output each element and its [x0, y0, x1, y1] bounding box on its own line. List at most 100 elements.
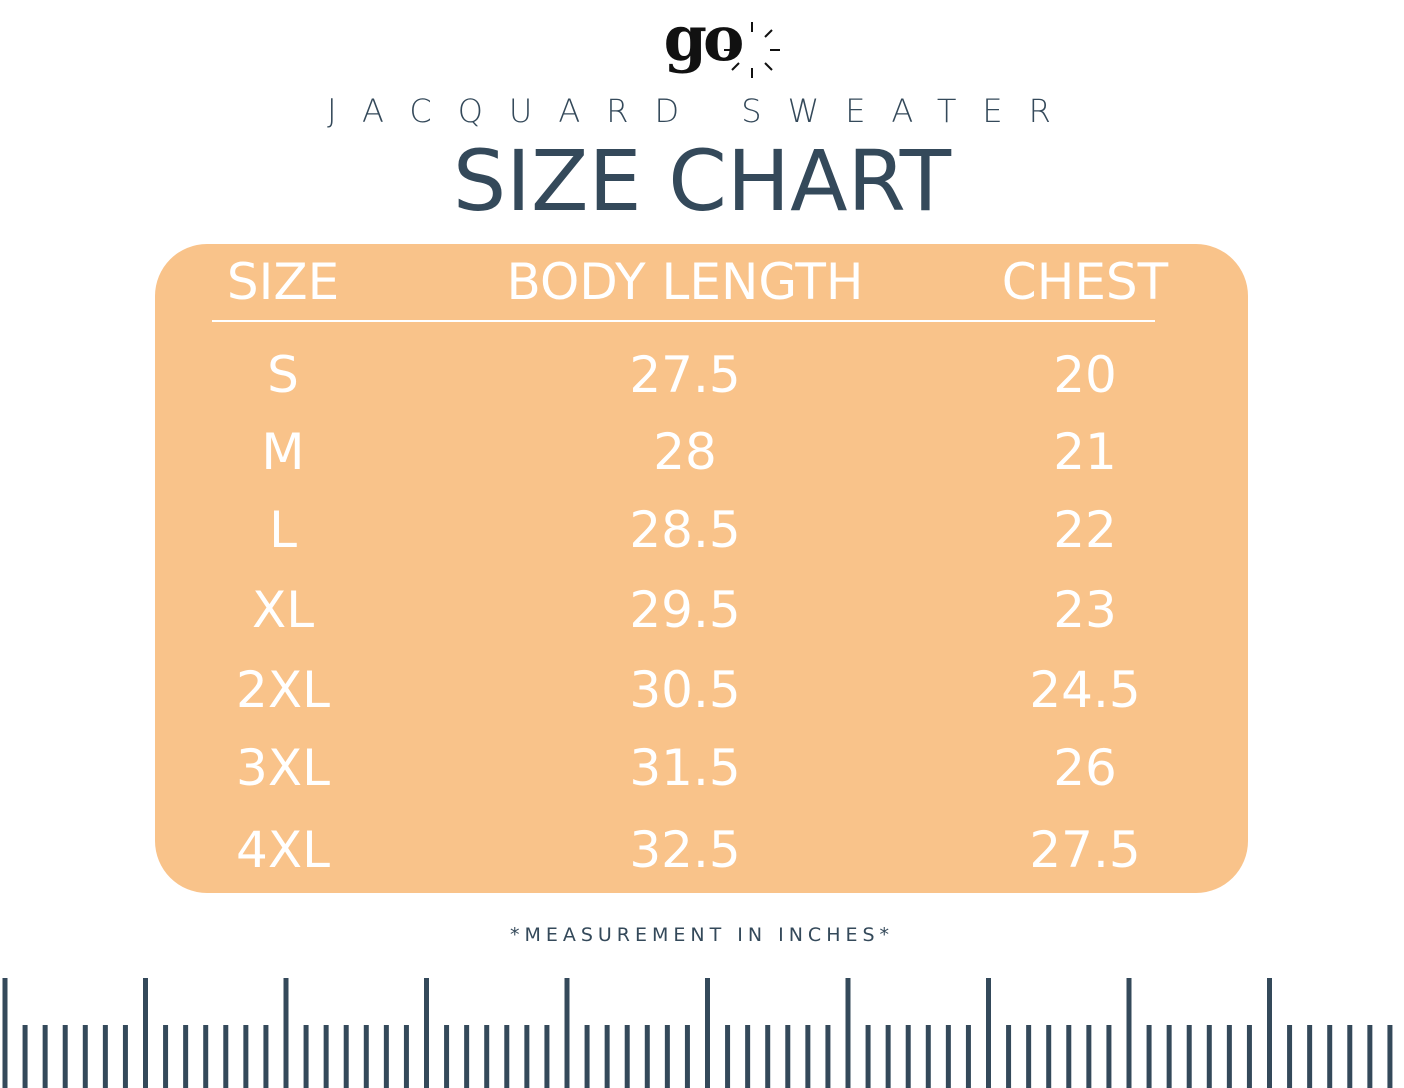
ruler-tick — [1287, 1025, 1293, 1088]
ruler-tick — [444, 1025, 450, 1088]
table-cell: 27.5 — [629, 346, 741, 404]
ruler-tick — [584, 1025, 590, 1088]
table-cell: XL — [251, 581, 315, 639]
table-cell: S — [267, 346, 299, 404]
table-cell: 32.5 — [629, 821, 741, 879]
brand-text: go — [663, 2, 745, 75]
ruler-tick — [163, 1025, 169, 1088]
ruler-tick — [925, 1025, 931, 1088]
ruler-tick — [303, 1025, 309, 1088]
ruler-tick — [383, 1025, 389, 1088]
ruler-tick — [1126, 978, 1132, 1088]
ruler-tick — [604, 1025, 610, 1088]
ruler-tick — [1066, 1025, 1072, 1088]
header-cell: SIZE — [226, 253, 340, 311]
table-cell: 4XL — [236, 821, 330, 879]
ruler-decoration — [2, 978, 1393, 1088]
table-cell: 21 — [1053, 423, 1117, 481]
table-cell: M — [261, 423, 305, 481]
ruler-tick — [1307, 1025, 1313, 1088]
ruler-tick — [544, 1025, 550, 1088]
table-cell: 28.5 — [629, 501, 741, 559]
header-rule — [212, 320, 1155, 322]
ruler-tick — [805, 1025, 811, 1088]
ruler-tick — [1006, 1025, 1012, 1088]
ruler-tick — [1267, 978, 1272, 1088]
ruler-tick — [263, 1025, 269, 1088]
ruler-tick — [82, 1025, 88, 1088]
footnote: *MEASUREMENT IN INCHES* — [509, 924, 895, 946]
ruler-tick — [22, 1025, 28, 1088]
ruler-tick — [965, 1025, 971, 1088]
header-cell: CHEST — [1001, 253, 1169, 311]
ruler-tick — [1186, 1025, 1192, 1088]
ruler-tick — [745, 1025, 751, 1088]
ruler-tick — [2, 978, 8, 1088]
ruler-tick — [203, 1025, 209, 1088]
ruler-tick — [524, 1025, 530, 1088]
logo-sun — [724, 22, 780, 78]
table-cell: 28 — [653, 423, 717, 481]
ruler-tick — [1226, 1025, 1232, 1088]
ruler-tick — [504, 1025, 510, 1088]
table-cell: 3XL — [236, 739, 330, 797]
ruler-tick — [1387, 1025, 1393, 1088]
ruler-tick — [223, 1025, 229, 1088]
ruler-tick — [564, 978, 570, 1088]
ruler-tick — [243, 1025, 249, 1088]
title: SIZE CHART — [452, 132, 952, 230]
ruler-tick — [644, 1025, 650, 1088]
table-cell: 23 — [1053, 581, 1117, 639]
ruler-tick — [343, 1025, 349, 1088]
table-cell: 29.5 — [629, 581, 741, 639]
ruler-tick — [323, 1025, 329, 1088]
table-cell: 2XL — [236, 661, 330, 719]
ruler-tick — [1026, 1025, 1032, 1088]
ruler-tick — [183, 1025, 189, 1088]
ruler-tick — [1086, 1025, 1092, 1088]
ruler-tick — [705, 978, 710, 1088]
ruler-tick — [102, 1025, 108, 1088]
table-cell: 31.5 — [629, 739, 741, 797]
brand-logo: go — [0, 2, 1404, 75]
ruler-tick — [1146, 1025, 1152, 1088]
table-cell: 26 — [1053, 739, 1117, 797]
ruler-tick — [484, 1025, 490, 1088]
ruler-tick — [1206, 1025, 1212, 1088]
ruler-tick — [845, 978, 851, 1088]
table-cell: 24.5 — [1029, 661, 1141, 719]
ruler-tick — [865, 1025, 871, 1088]
ruler-tick — [403, 1025, 409, 1088]
ruler-tick — [424, 978, 429, 1088]
ruler-tick — [1106, 1025, 1112, 1088]
ruler-tick — [62, 1025, 68, 1088]
ruler-tick — [1347, 1025, 1353, 1088]
ruler-tick — [825, 1025, 831, 1088]
ruler-tick — [664, 1025, 670, 1088]
ruler-tick — [283, 978, 289, 1088]
ruler-tick — [143, 978, 148, 1088]
size-table: SIZE BODY LENGTH CHEST S 27.5 20 M 28 21 L 28.5 22 X… — [155, 244, 1248, 893]
ruler-tick — [885, 1025, 891, 1088]
ruler-tick — [905, 1025, 911, 1088]
ruler-tick — [1367, 1025, 1373, 1088]
ruler-tick — [1246, 1025, 1252, 1088]
header-cell: BODY LENGTH — [506, 253, 864, 311]
ruler-tick — [1166, 1025, 1172, 1088]
table-cell: L — [269, 501, 297, 559]
ruler-tick — [42, 1025, 48, 1088]
ruler-tick — [1327, 1025, 1333, 1088]
ruler-tick — [1046, 1025, 1052, 1088]
ruler-tick — [765, 1025, 771, 1088]
ruler-tick — [363, 1025, 369, 1088]
table-cell: 27.5 — [1029, 821, 1141, 879]
table-cell: 30.5 — [629, 661, 741, 719]
ruler-tick — [945, 1025, 951, 1088]
ruler-tick — [684, 1025, 690, 1088]
ruler-tick — [725, 1025, 731, 1088]
subtitle: JACQUARD SWEATER — [327, 92, 1077, 130]
ruler-tick — [122, 1025, 128, 1088]
table-cell: 22 — [1053, 501, 1117, 559]
ruler-tick — [785, 1025, 791, 1088]
